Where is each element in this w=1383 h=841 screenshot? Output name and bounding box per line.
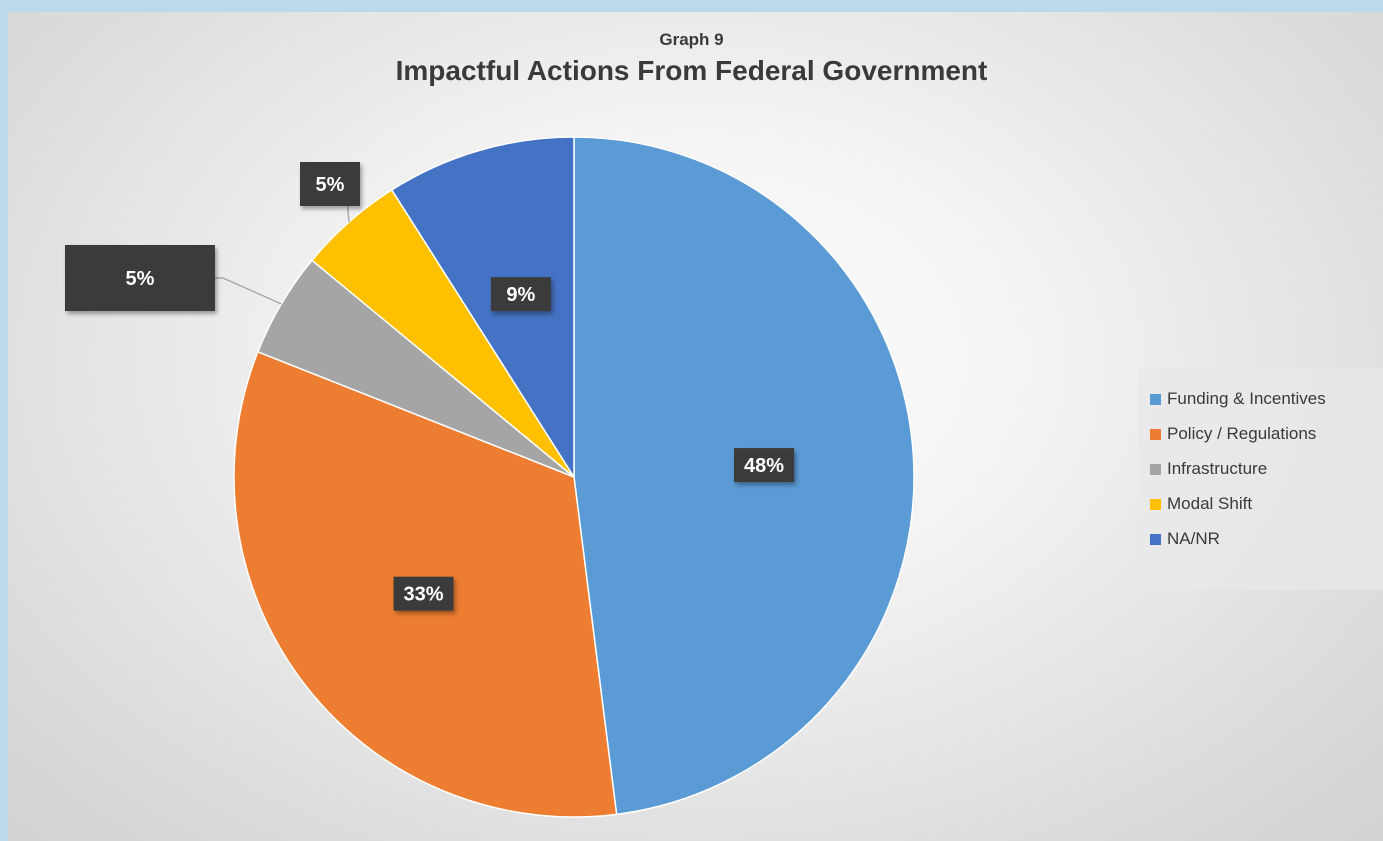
legend-swatch [1150, 498, 1161, 510]
legend-swatch [1150, 463, 1161, 475]
legend-swatch [1150, 533, 1161, 545]
data-label-infrastructure: 5% [126, 268, 155, 290]
legend-swatch [1150, 428, 1161, 440]
data-label-box-funding-incentives [734, 448, 795, 483]
data-label-na-nr: 9% [506, 284, 535, 306]
legend-label: Modal Shift [1167, 494, 1253, 513]
legend-item-modal-shift: Modal Shift [1150, 493, 1252, 515]
chart-supertitle: Graph 9 [659, 30, 724, 49]
data-label-box-policy-regulations [393, 576, 454, 611]
legend-item-policy-regulations: Policy / Regulations [1150, 423, 1316, 445]
leader-line-modal-shift [347, 206, 350, 223]
chart-legend: Funding & Incentives Policy / Regulations… [1138, 368, 1383, 590]
legend-swatch [1150, 393, 1161, 405]
leader-line-infrastructure [215, 277, 282, 305]
legend-item-funding-incentives: Funding & Incentives [1150, 388, 1326, 410]
legend-item-na-nr: NA/NR [1150, 528, 1220, 550]
data-label-box-modal-shift [300, 162, 360, 206]
legend-label: Policy / Regulations [1167, 424, 1317, 443]
data-label-modal-shift: 5% [316, 174, 345, 196]
data-label-box-infrastructure [65, 245, 215, 311]
pie-slice-na-nr [390, 136, 575, 480]
data-label-box-na-nr [490, 277, 551, 312]
legend-item-infrastructure: Infrastructure [1150, 458, 1267, 480]
legend-label: NA/NR [1167, 529, 1220, 548]
legend-label: Funding & Incentives [1167, 389, 1326, 408]
legend-label: Infrastructure [1167, 459, 1268, 478]
data-label-funding-incentives: 48% [744, 455, 784, 477]
chart-title: Impactful Actions From Federal Governmen… [395, 55, 988, 86]
data-label-policy-regulations: 33% [404, 584, 444, 606]
